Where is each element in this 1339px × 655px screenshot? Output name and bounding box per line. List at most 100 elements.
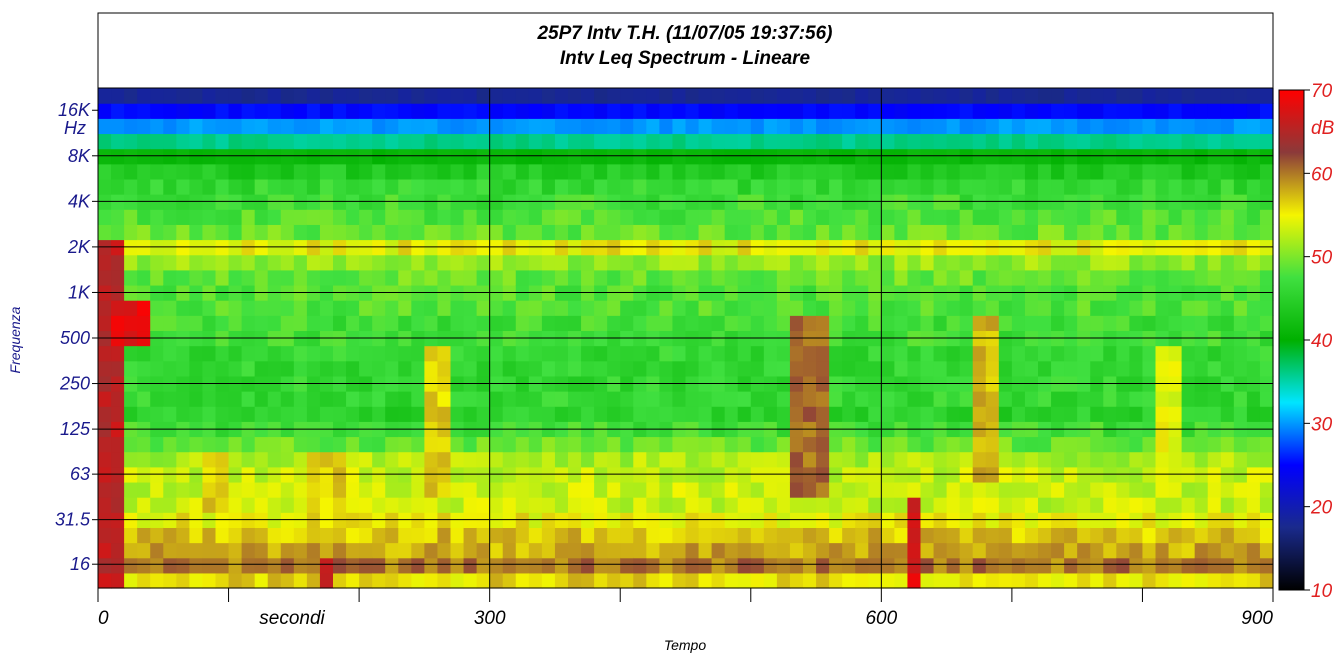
heatmap-cell xyxy=(724,451,739,468)
heatmap-cell xyxy=(1207,315,1222,332)
heatmap-cell xyxy=(1129,481,1144,498)
heatmap-cell xyxy=(789,300,804,316)
heatmap-cell xyxy=(1038,527,1052,544)
heatmap-cell xyxy=(280,178,295,195)
heatmap-cell xyxy=(724,360,739,377)
heatmap-cell xyxy=(1064,88,1078,104)
heatmap-cell xyxy=(1194,345,1209,362)
heatmap-cell xyxy=(346,315,360,332)
heatmap-cell xyxy=(646,497,660,513)
heatmap-cell xyxy=(594,406,608,422)
heatmap-cell xyxy=(789,194,804,210)
heatmap-cell xyxy=(554,497,569,513)
heatmap-cell xyxy=(1116,527,1130,544)
heatmap-cell xyxy=(280,103,295,119)
heatmap-cell xyxy=(1220,527,1235,544)
heatmap-cell xyxy=(1090,254,1104,271)
heatmap-cell xyxy=(528,527,543,544)
heatmap-cell xyxy=(450,451,465,468)
heatmap-cell xyxy=(607,209,621,225)
heatmap-cell xyxy=(1233,133,1248,150)
heatmap-cell xyxy=(607,451,621,468)
heatmap-cell xyxy=(1077,269,1091,286)
heatmap-cell xyxy=(489,497,504,513)
heatmap-cell xyxy=(581,436,595,453)
heatmap-cell xyxy=(776,557,791,574)
heatmap-cell xyxy=(137,209,151,225)
heatmap-cell xyxy=(581,345,595,362)
heatmap-cell xyxy=(1259,345,1274,362)
heatmap-cell xyxy=(842,497,856,513)
heatmap-cell xyxy=(1194,481,1209,498)
heatmap-cell xyxy=(280,300,295,316)
heatmap-cell xyxy=(541,163,556,180)
heatmap-cell xyxy=(150,406,164,422)
heatmap-cell xyxy=(855,224,869,241)
heatmap-cell xyxy=(724,118,739,135)
heatmap-cell xyxy=(594,572,608,589)
heatmap-cell xyxy=(1194,194,1209,210)
heatmap-cell xyxy=(489,209,504,225)
heatmap-cell xyxy=(803,360,817,377)
heatmap-cell xyxy=(411,572,425,589)
heatmap-cell xyxy=(437,481,452,498)
heatmap-cell xyxy=(359,557,373,574)
heatmap-cell xyxy=(789,360,804,377)
heatmap-cell xyxy=(1168,391,1183,407)
heatmap-cell xyxy=(450,194,465,210)
heatmap-cell xyxy=(98,103,112,119)
heatmap-cell xyxy=(972,133,987,150)
heatmap-cell xyxy=(1051,391,1065,407)
heatmap-cell xyxy=(776,133,791,150)
heatmap-cell xyxy=(698,572,713,589)
heatmap-cell xyxy=(568,315,582,332)
heatmap-cell xyxy=(920,269,935,286)
heatmap-cell xyxy=(111,194,125,210)
heatmap-cell xyxy=(633,406,647,422)
heatmap-cell xyxy=(737,481,752,498)
heatmap-cell xyxy=(998,527,1013,544)
heatmap-cell xyxy=(359,254,373,271)
heatmap-cell xyxy=(1077,572,1091,589)
heatmap-cell xyxy=(1207,224,1222,241)
heatmap-cell xyxy=(1259,406,1274,422)
heatmap-cell xyxy=(1090,466,1104,483)
heatmap-cell xyxy=(972,103,987,119)
heatmap-cell xyxy=(98,163,112,180)
heatmap-cell xyxy=(829,345,843,362)
heatmap-cell xyxy=(319,497,334,513)
heatmap-cell xyxy=(1051,557,1065,574)
heatmap-cell xyxy=(868,406,882,422)
heatmap-cell xyxy=(907,360,922,377)
heatmap-cell xyxy=(607,572,621,589)
heatmap-cell xyxy=(985,466,1000,483)
heatmap-cell xyxy=(594,527,608,544)
heatmap-cell xyxy=(541,88,556,104)
heatmap-cell xyxy=(489,300,504,316)
heatmap-cell xyxy=(737,163,752,180)
heatmap-cell xyxy=(528,178,543,195)
heatmap-cell xyxy=(842,133,856,150)
heatmap-cell xyxy=(280,497,295,513)
heatmap-cell xyxy=(280,451,295,468)
heatmap-cell xyxy=(594,224,608,241)
heatmap-cell xyxy=(763,557,778,574)
heatmap-cell xyxy=(437,557,452,574)
heatmap-cell xyxy=(150,133,164,150)
heatmap-cell xyxy=(620,481,634,498)
heatmap-cell xyxy=(1194,224,1209,241)
heatmap-cell xyxy=(1142,194,1157,210)
heatmap-cell xyxy=(1090,224,1104,241)
heatmap-cell xyxy=(150,178,164,195)
heatmap-cell xyxy=(776,542,791,559)
heatmap-cell xyxy=(1090,209,1104,225)
heatmap-cell xyxy=(842,148,856,165)
heatmap-cell xyxy=(620,406,634,422)
heatmap-cell xyxy=(1181,118,1196,135)
heatmap-cell xyxy=(202,224,217,241)
heatmap-cell xyxy=(920,481,935,498)
heatmap-cell xyxy=(959,391,974,407)
heatmap-cell xyxy=(568,103,582,119)
heatmap-cell xyxy=(372,572,386,589)
heatmap-cell xyxy=(959,345,974,362)
